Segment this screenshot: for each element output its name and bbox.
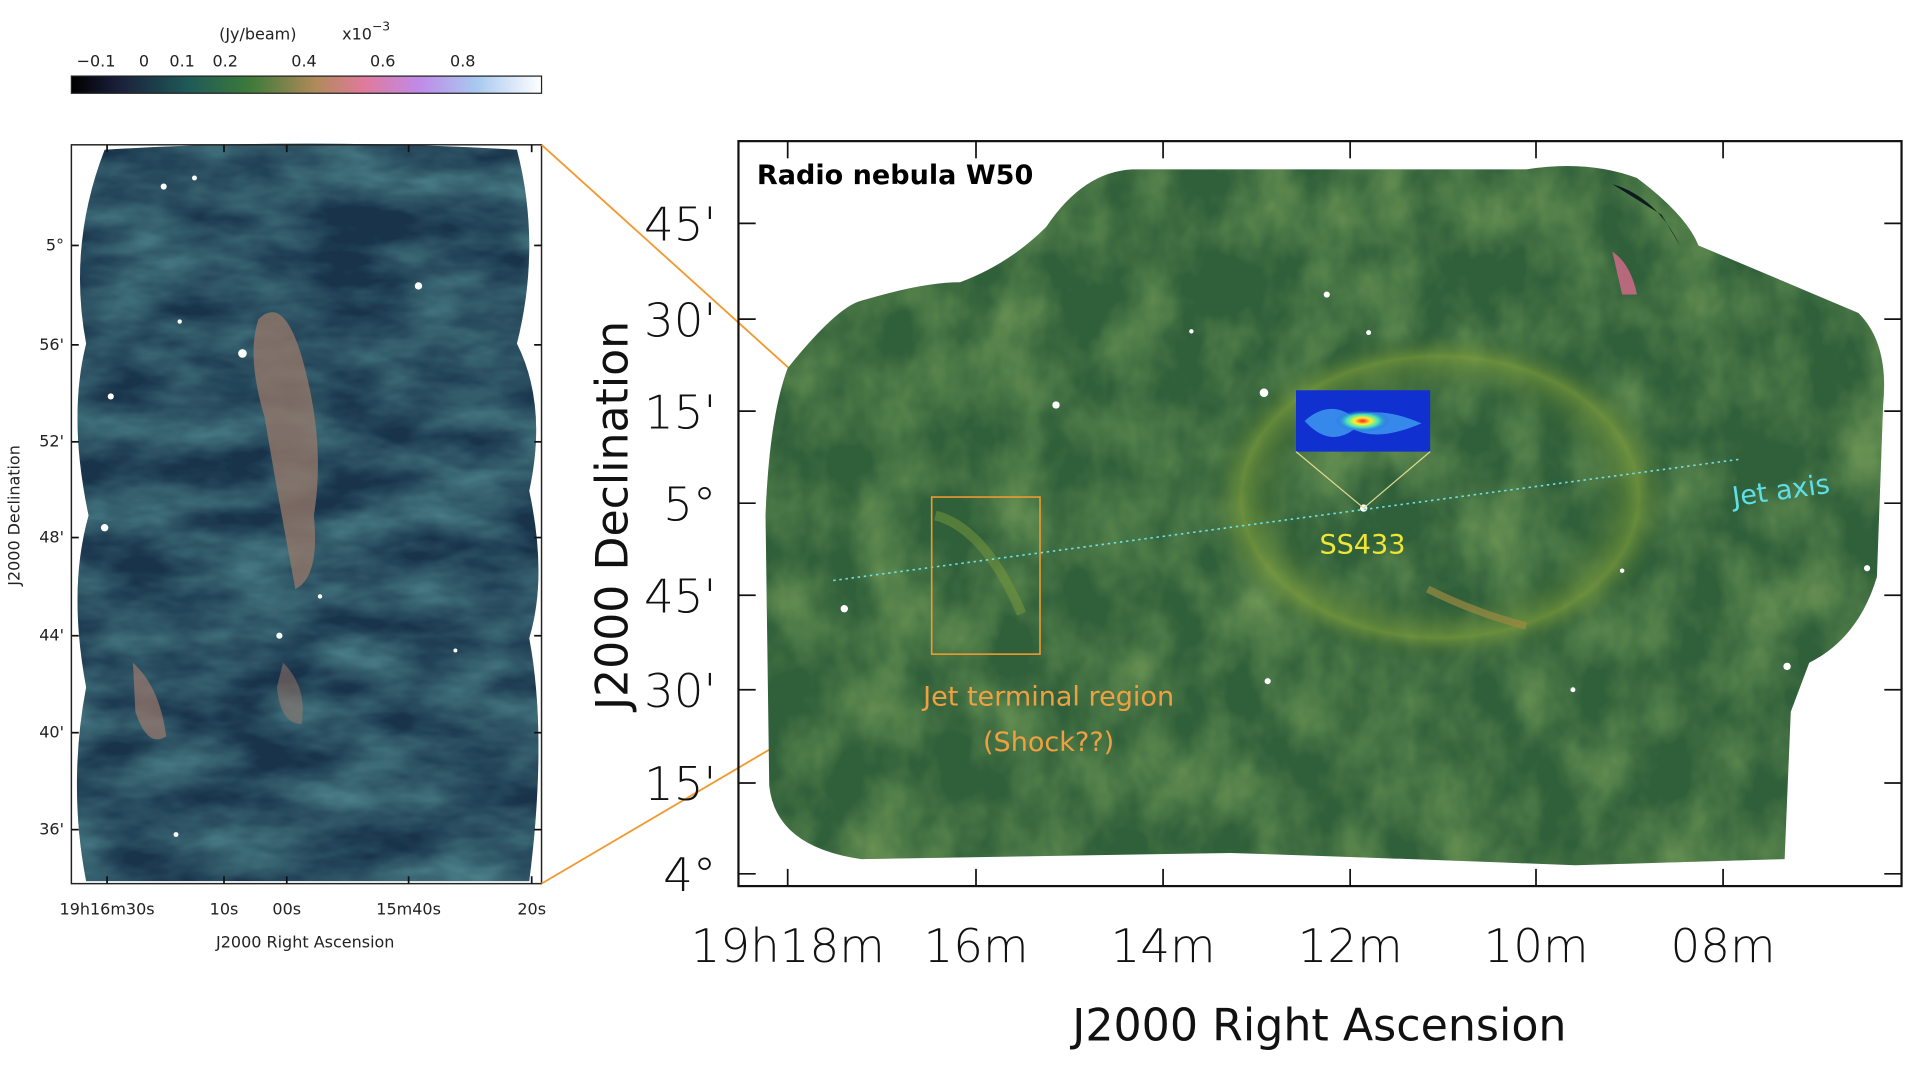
x-tick-label: 10m xyxy=(1483,920,1588,974)
x-tick-label: 16m xyxy=(923,920,1028,974)
inset-connector xyxy=(1295,451,1365,509)
left-frame xyxy=(70,144,543,885)
colorbar-tick-label: 0.1 xyxy=(169,51,194,70)
x-tick-label: 00s xyxy=(272,899,301,918)
left-y-title: J2000 Declination xyxy=(5,445,24,587)
y-tick-label: 44' xyxy=(39,626,64,645)
source-label: SS433 xyxy=(1319,530,1405,561)
right-y-ticks: 45' 30' 15' 5° 45' 30' 15' 4° xyxy=(644,199,1902,903)
y-tick-label: 30' xyxy=(644,665,716,719)
colorbar-scale-base: x10 xyxy=(342,24,372,43)
colorbar-tick-label: 0.4 xyxy=(291,51,316,70)
y-tick-label: 36' xyxy=(39,820,64,839)
colorbar-unit: (Jy/beam) xyxy=(219,24,296,43)
right-image xyxy=(765,165,1885,866)
inset-connector xyxy=(1363,451,1431,509)
right-y-title: J2000 Declination xyxy=(588,321,639,713)
x-tick-label: 15m40s xyxy=(376,899,441,918)
y-tick-label: 30' xyxy=(644,294,716,348)
y-tick-label: 45' xyxy=(644,199,716,253)
y-tick-label: 40' xyxy=(39,723,64,742)
x-tick-label: 10s xyxy=(210,899,239,918)
right-x-ticks: 19h18m 16m 14m 12m 10m 08m xyxy=(691,141,1776,974)
colorbar-tick-label: 0 xyxy=(139,51,149,70)
x-tick-label: 19h16m30s xyxy=(60,899,155,918)
y-tick-label: 15' xyxy=(644,758,716,812)
terminal-label: Jet terminal region xyxy=(921,682,1174,713)
y-tick-label: 5° xyxy=(663,478,716,532)
colorbar-tick-label: 0.8 xyxy=(450,51,475,70)
y-tick-label: 5° xyxy=(46,235,64,254)
right-title: Radio nebula W50 xyxy=(757,160,1033,191)
x-tick-label: 08m xyxy=(1671,920,1776,974)
colorbar-tick-label: −0.1 xyxy=(77,51,116,70)
right-x-title: J2000 Right Ascension xyxy=(1069,1001,1566,1052)
y-tick-label: 52' xyxy=(39,432,64,451)
y-tick-label: 56' xyxy=(39,335,64,354)
y-tick-label: 4° xyxy=(663,849,716,903)
x-tick-label: 19h18m xyxy=(691,920,885,974)
colorbar-scale-exponent: −3 xyxy=(372,20,390,34)
left-image xyxy=(76,143,539,882)
x-tick-label: 12m xyxy=(1298,920,1403,974)
terminal-box xyxy=(930,496,1041,655)
colorbar-tick-label: 0.6 xyxy=(370,51,395,70)
terminal-note: (Shock??) xyxy=(983,727,1114,758)
y-tick-label: 15' xyxy=(644,386,716,440)
jet-axis-line xyxy=(833,458,1742,582)
left-x-ticks: 19h16m30s 10s 00s 15m40s 20s xyxy=(60,144,546,918)
left-y-ticks: 5° 56' 52' 48' 44' 40' 36' xyxy=(39,235,542,839)
colorbar-tick-label: 0.2 xyxy=(213,51,238,70)
y-tick-label: 45' xyxy=(644,570,716,624)
colorbar-ticks: −0.1 0 0.1 0.2 0.4 0.6 0.8 xyxy=(77,51,476,70)
right-frame xyxy=(737,140,1903,888)
colorbar-scale: x10−3 xyxy=(342,20,390,44)
x-tick-label: 20s xyxy=(517,899,546,918)
left-x-title: J2000 Right Ascension xyxy=(215,932,394,951)
x-tick-label: 14m xyxy=(1111,920,1216,974)
colorbar xyxy=(70,75,543,94)
y-tick-label: 48' xyxy=(39,527,64,546)
